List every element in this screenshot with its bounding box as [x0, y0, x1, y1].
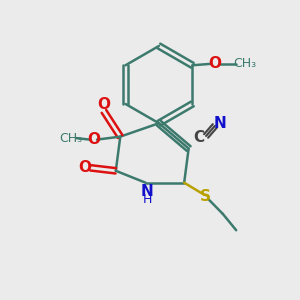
Text: O: O — [87, 132, 100, 147]
Text: N: N — [141, 184, 153, 199]
Text: H: H — [142, 194, 152, 206]
Text: CH₃: CH₃ — [59, 132, 82, 145]
Text: N: N — [214, 116, 226, 131]
Text: O: O — [79, 160, 92, 175]
Text: C: C — [194, 130, 205, 145]
Text: O: O — [97, 97, 110, 112]
Text: S: S — [200, 189, 211, 204]
Text: O: O — [208, 56, 221, 71]
Text: CH₃: CH₃ — [233, 57, 256, 70]
